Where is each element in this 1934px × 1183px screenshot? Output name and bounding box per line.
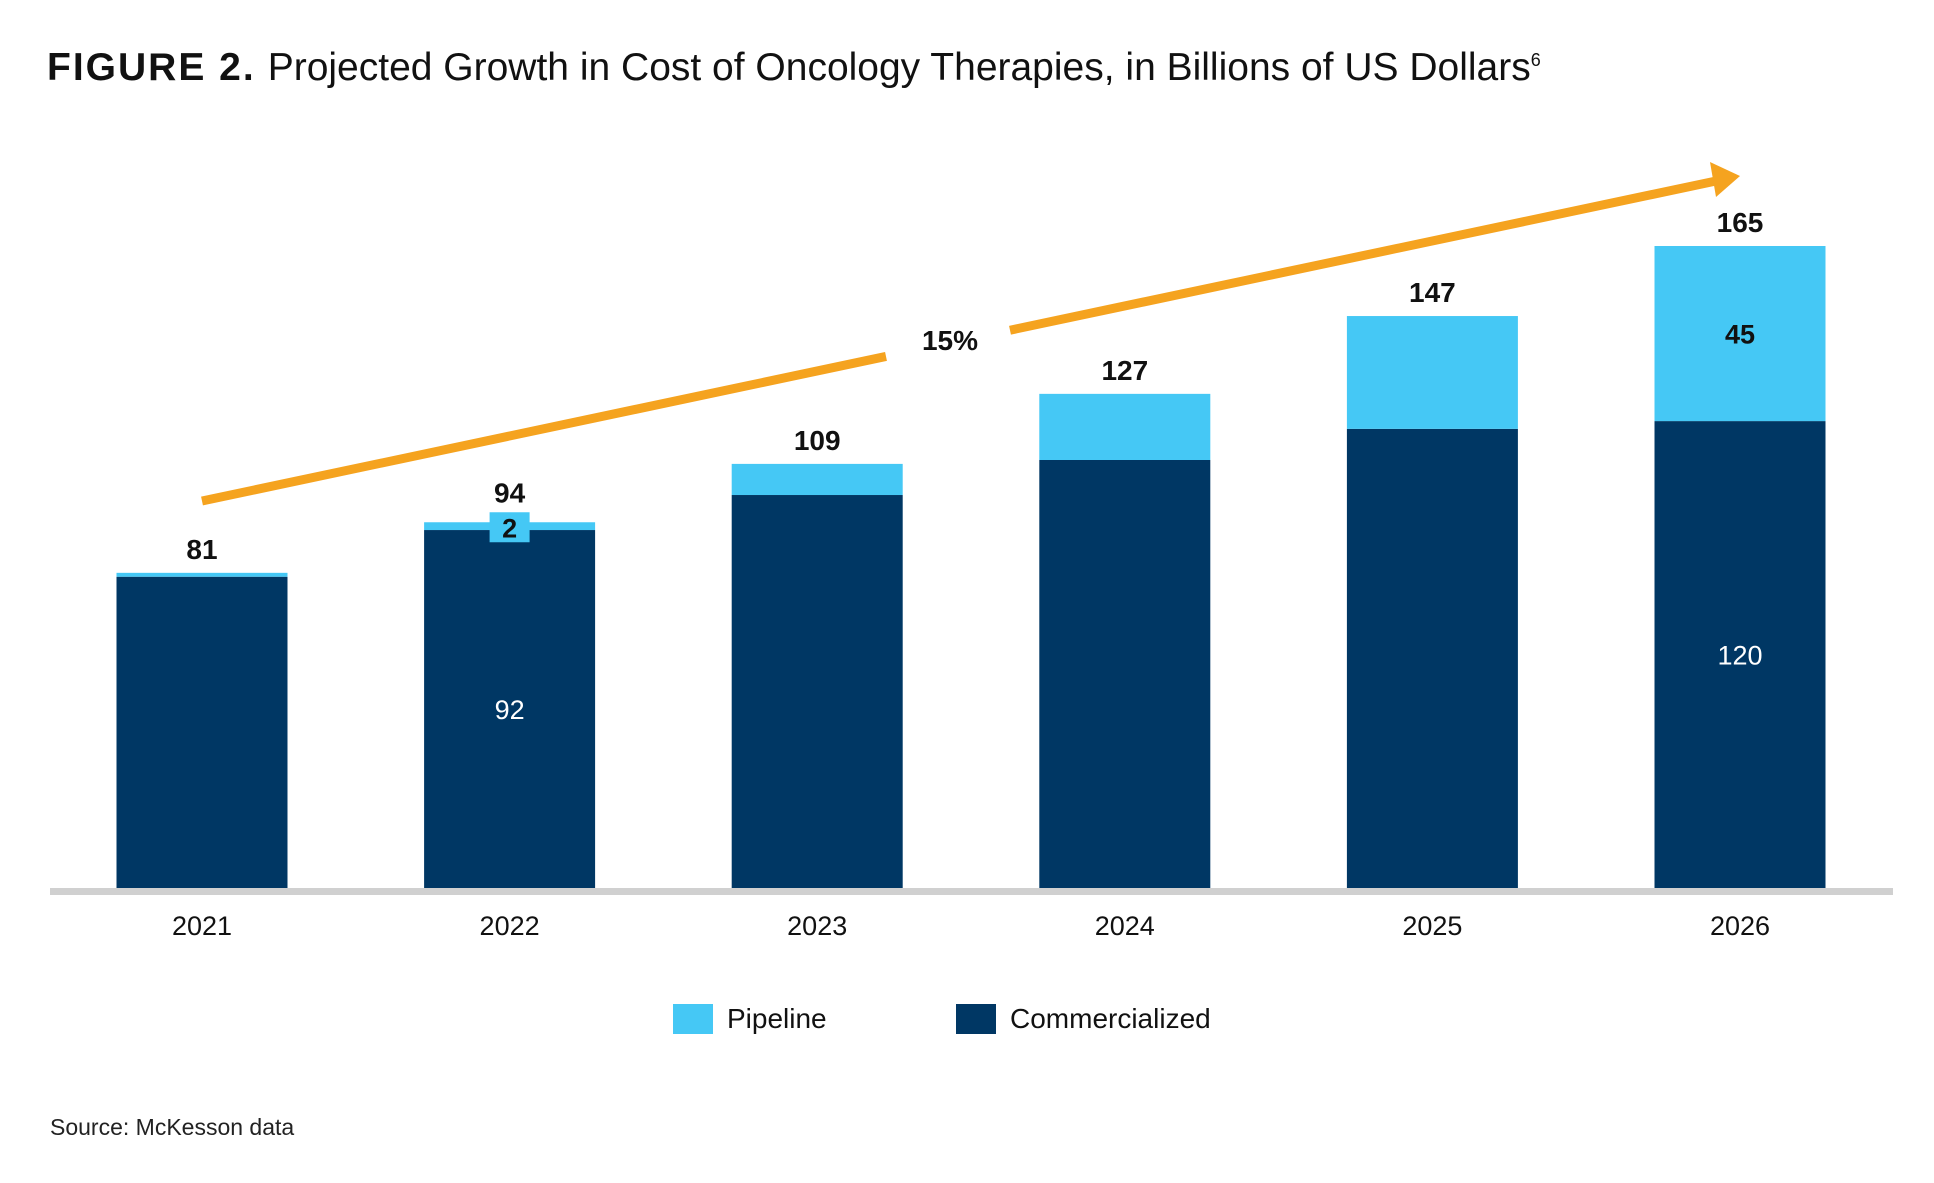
trend-arrow-segment	[201, 352, 887, 506]
title-text: Projected Growth in Cost of Oncology The…	[267, 46, 1531, 89]
commercialized-value-label: 92	[495, 695, 525, 725]
legend-swatch-pipeline	[673, 1004, 713, 1034]
total-label-2021: 81	[186, 534, 217, 565]
legend-swatch-commercialized	[956, 1004, 996, 1034]
x-tick-label-2026: 2026	[1710, 911, 1770, 941]
bar-commercialized-2025	[1346, 428, 1518, 888]
trend-arrow-segment	[1009, 176, 1717, 335]
legend-item-commercialized: Commercialized	[956, 1003, 1211, 1035]
pipeline-value-label: 45	[1725, 320, 1755, 350]
bar-pipeline-2024	[1039, 393, 1211, 460]
bar-pipeline-2025	[1346, 316, 1518, 429]
title-footnote: 6	[1530, 50, 1541, 70]
bar-pipeline-2026	[1654, 246, 1826, 422]
growth-rate-label: 15%	[922, 325, 978, 356]
x-tick-label-2022: 2022	[480, 911, 540, 941]
bar-pipeline-2023	[731, 463, 903, 496]
figure-label: FIGURE 2.	[47, 46, 256, 89]
bar-commercialized-2022	[424, 530, 596, 888]
x-tick-label-2023: 2023	[787, 911, 847, 941]
x-tick-label-2021: 2021	[172, 911, 232, 941]
total-label-2025: 147	[1409, 277, 1456, 308]
total-label-2024: 127	[1101, 355, 1148, 386]
source-note: Source: McKesson data	[50, 1114, 295, 1140]
x-tick-label-2025: 2025	[1402, 911, 1462, 941]
legend-label: Commercialized	[1010, 1003, 1211, 1034]
commercialized-value-label: 120	[1717, 641, 1762, 671]
total-label-2023: 109	[794, 425, 841, 456]
bar-commercialized-2021	[116, 576, 288, 888]
total-label-2026: 165	[1717, 207, 1764, 238]
bar-commercialized-2026	[1654, 421, 1826, 888]
trend-arrowhead	[1710, 162, 1740, 197]
x-axis-line	[50, 888, 1893, 895]
x-tick-label-2024: 2024	[1095, 911, 1155, 941]
pipeline-label-box	[489, 512, 530, 543]
bar-pipeline-2021	[116, 572, 288, 577]
legend-item-pipeline: Pipeline	[673, 1003, 827, 1035]
chart-title: FIGURE 2. Projected Growth in Cost of Onc…	[47, 46, 1541, 90]
total-label-2022: 94	[494, 477, 526, 508]
bar-commercialized-2023	[731, 495, 903, 888]
legend-label: Pipeline	[727, 1003, 827, 1034]
bar-commercialized-2024	[1039, 460, 1211, 888]
pipeline-value-label: 2	[502, 513, 517, 543]
